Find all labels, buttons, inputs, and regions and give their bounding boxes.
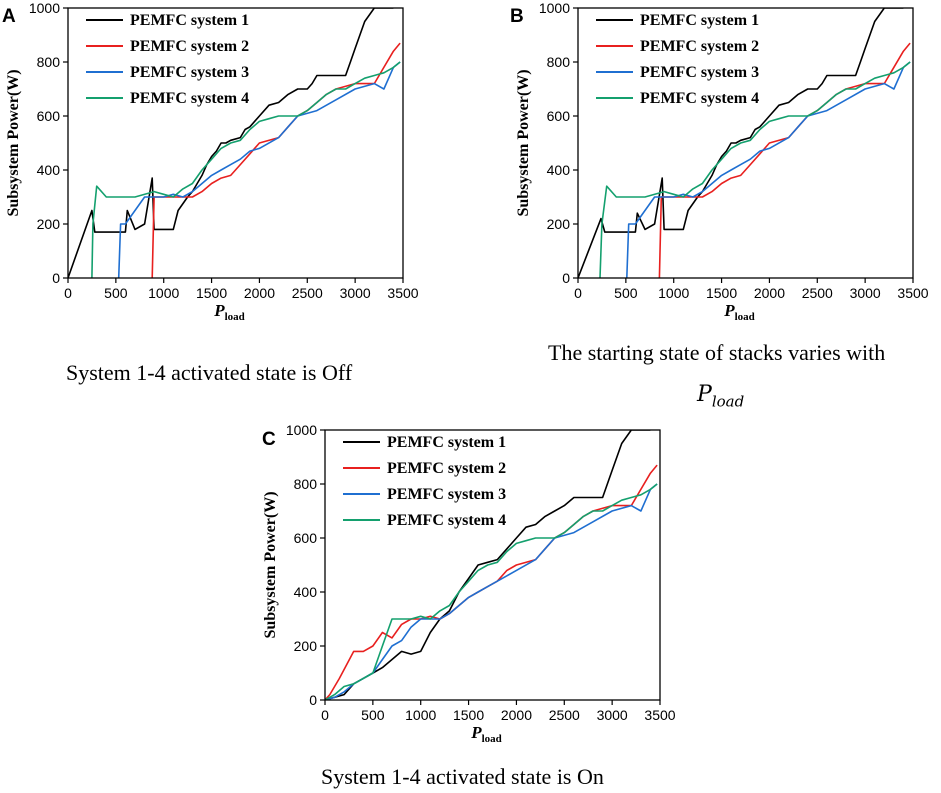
series-line-1	[325, 430, 651, 700]
legend-label: PEMFC system 2	[640, 38, 759, 55]
y-tick-label: 400	[37, 162, 61, 178]
x-tick-label: 1500	[196, 285, 227, 301]
y-axis-label: Subsystem Power(W)	[5, 69, 22, 216]
axes-frame	[67, 7, 404, 279]
x-axis-label: Pload	[213, 301, 245, 323]
legend-label: PEMFC system 1	[640, 12, 759, 29]
panel-letter: A	[2, 6, 16, 27]
y-tick-label: 0	[309, 692, 317, 708]
y-tick-label: 200	[37, 216, 61, 232]
panel-letter: C	[262, 429, 276, 450]
series-line-3	[626, 61, 911, 278]
y-tick-label: 1000	[286, 422, 317, 438]
series-line-4	[599, 61, 911, 278]
chart-panel-a: A 0 500 1000 1500 2000 2500 3000 3500 0 200 400 600 8…	[2, 0, 419, 323]
x-axis-label: Pload	[470, 723, 502, 745]
legend-label: PEMFC system 3	[640, 64, 759, 81]
y-tick-label: 800	[547, 54, 571, 70]
caption-b-math-sub: load	[711, 392, 745, 411]
series-line-4	[91, 61, 401, 278]
chart-panel-b: B 0 500 1000 1500 2000 2500 3000 3500 0 200 400 600 8…	[510, 0, 929, 323]
legend-label: PEMFC system 1	[387, 434, 506, 451]
y-tick-label: 600	[547, 108, 571, 124]
x-tick-label: 2000	[501, 707, 532, 723]
x-tick-label: 500	[614, 285, 638, 301]
x-axis-label-main: P	[723, 301, 735, 320]
x-tick-label: 3500	[644, 707, 675, 723]
x-tick-label: 0	[64, 285, 72, 301]
caption-b-math: Pload	[697, 382, 744, 410]
x-tick-label: 2500	[802, 285, 833, 301]
x-tick-label: 2500	[549, 707, 580, 723]
x-axis-label: Pload	[723, 301, 755, 323]
x-tick-label: 3000	[597, 707, 628, 723]
y-tick-label: 400	[547, 162, 571, 178]
chart-panel-c: C 0 500 1000 1500 2000 2500 3000 3500 0 200 400 600 8…	[262, 422, 676, 745]
legend-label: PEMFC system 4	[640, 90, 759, 107]
y-tick-label: 600	[37, 108, 61, 124]
legend-label: PEMFC system 2	[130, 38, 249, 55]
series-line-1	[578, 8, 904, 278]
legend-label: PEMFC system 3	[130, 64, 249, 81]
x-tick-label: 1000	[405, 707, 436, 723]
x-tick-label: 3500	[387, 285, 418, 301]
x-tick-label: 0	[321, 707, 329, 723]
axes-frame	[324, 429, 661, 701]
x-tick-label: 3000	[850, 285, 881, 301]
x-tick-label: 1000	[148, 285, 179, 301]
y-tick-label: 1000	[539, 0, 570, 16]
axes-frame	[577, 7, 914, 279]
y-tick-label: 200	[294, 638, 318, 654]
x-axis-label-main: P	[470, 723, 482, 742]
x-tick-label: 2500	[292, 285, 323, 301]
x-tick-label: 500	[104, 285, 128, 301]
x-axis-label-sub: load	[735, 311, 755, 323]
y-tick-label: 0	[52, 270, 60, 286]
x-tick-label: 1500	[453, 707, 484, 723]
y-tick-label: 400	[294, 584, 318, 600]
x-tick-label: 3000	[340, 285, 371, 301]
legend-label: PEMFC system 4	[130, 90, 249, 107]
x-tick-label: 2000	[754, 285, 785, 301]
y-tick-label: 200	[547, 216, 571, 232]
x-axis-label-sub: load	[225, 311, 245, 323]
caption-b-line1: The starting state of stacks varies with	[548, 340, 886, 365]
caption-b-math-main: P	[697, 382, 712, 407]
series-line-3	[117, 61, 401, 278]
y-tick-label: 600	[294, 530, 318, 546]
caption-a: System 1-4 activated state is Off	[66, 360, 353, 385]
x-axis-label-sub: load	[482, 733, 502, 745]
series-line-2	[151, 42, 401, 278]
x-tick-label: 500	[361, 707, 385, 723]
legend-label: PEMFC system 2	[387, 460, 506, 477]
legend-label: PEMFC system 4	[387, 512, 506, 529]
y-axis-label: Subsystem Power(W)	[262, 491, 279, 638]
x-tick-label: 3500	[897, 285, 928, 301]
y-tick-label: 800	[294, 476, 318, 492]
panel-letter: B	[510, 6, 524, 27]
x-tick-label: 2000	[244, 285, 275, 301]
y-tick-label: 0	[562, 270, 570, 286]
y-tick-label: 1000	[29, 0, 60, 16]
x-tick-label: 0	[574, 285, 582, 301]
series-line-4	[325, 483, 658, 700]
x-axis-label-main: P	[213, 301, 225, 320]
x-tick-label: 1000	[658, 285, 689, 301]
legend-label: PEMFC system 3	[387, 486, 506, 503]
legend-label: PEMFC system 1	[130, 12, 249, 29]
y-tick-label: 800	[37, 54, 61, 70]
series-line-1	[68, 8, 394, 278]
x-tick-label: 1500	[706, 285, 737, 301]
caption-c: System 1-4 activated state is On	[321, 764, 604, 789]
y-axis-label: Subsystem Power(W)	[515, 69, 532, 216]
series-line-2	[658, 42, 911, 278]
